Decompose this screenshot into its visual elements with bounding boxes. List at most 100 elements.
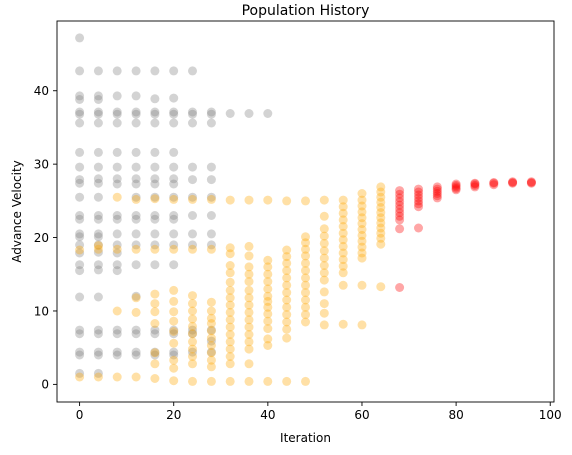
data-point	[112, 109, 122, 119]
data-point	[169, 376, 179, 386]
data-point	[414, 202, 423, 212]
data-point	[357, 189, 367, 198]
data-point	[225, 359, 235, 369]
data-point	[150, 307, 160, 317]
data-point	[112, 266, 122, 276]
data-point	[395, 211, 405, 221]
data-point	[263, 277, 273, 287]
data-point	[150, 162, 160, 172]
data-point	[376, 228, 386, 238]
data-point	[150, 359, 160, 369]
data-point	[188, 66, 197, 76]
data-point	[206, 336, 216, 346]
x-tick-label: 100	[539, 408, 562, 422]
data-point	[319, 320, 329, 330]
data-point	[188, 325, 197, 335]
data-point	[206, 229, 216, 239]
data-point	[244, 322, 254, 332]
data-point	[112, 260, 122, 270]
data-point	[432, 189, 442, 198]
data-point	[395, 200, 405, 210]
data-point	[338, 235, 348, 245]
data-point	[150, 147, 160, 157]
data-point	[263, 262, 273, 272]
data-point	[93, 265, 103, 275]
data-point	[150, 299, 160, 309]
data-point	[338, 208, 348, 218]
data-point	[150, 260, 160, 270]
data-point	[75, 33, 85, 43]
data-point	[169, 66, 179, 76]
data-point	[206, 175, 216, 185]
data-point	[93, 214, 103, 224]
data-point	[75, 329, 85, 339]
data-point	[93, 240, 103, 250]
data-point	[376, 182, 386, 192]
data-point	[150, 229, 160, 239]
data-point	[244, 241, 254, 251]
data-point	[263, 341, 273, 350]
data-point	[451, 179, 461, 189]
data-point	[282, 245, 292, 255]
data-point	[263, 109, 273, 118]
data-point	[188, 321, 197, 331]
data-point	[112, 66, 122, 76]
data-point	[470, 178, 480, 188]
data-point	[188, 229, 197, 239]
data-point	[75, 248, 85, 258]
x-tick-label: 60	[354, 408, 369, 422]
data-point	[414, 187, 423, 197]
data-point	[357, 201, 367, 211]
data-point	[376, 208, 386, 218]
data-point	[319, 195, 329, 205]
data-point	[112, 118, 122, 128]
data-point	[75, 162, 85, 172]
data-point	[169, 307, 179, 317]
data-point	[112, 211, 122, 220]
data-point	[301, 302, 310, 312]
data-point	[395, 283, 405, 292]
data-point	[150, 118, 160, 128]
data-point	[319, 308, 329, 318]
data-point	[357, 236, 367, 246]
data-point	[93, 109, 103, 119]
data-point	[338, 202, 348, 212]
data-point	[169, 179, 179, 189]
data-point	[357, 225, 367, 234]
data-point	[206, 325, 216, 335]
y-tick-label: 10	[34, 304, 49, 318]
data-point	[131, 118, 141, 128]
data-point	[301, 376, 310, 386]
data-point	[131, 107, 141, 117]
data-point	[112, 329, 122, 339]
data-point	[395, 215, 405, 225]
data-point	[357, 320, 367, 330]
data-point	[263, 334, 273, 344]
data-point	[169, 244, 179, 254]
data-point	[319, 299, 329, 309]
x-tick-label: 80	[448, 408, 463, 422]
data-point	[225, 285, 235, 295]
data-point	[150, 107, 160, 117]
x-axis-ticks: 0 20 40 60 80 100	[76, 402, 562, 422]
data-point	[169, 162, 179, 172]
data-point	[244, 293, 254, 303]
data-point	[206, 348, 216, 358]
data-point	[206, 319, 216, 328]
data-point	[188, 211, 197, 220]
data-point	[112, 174, 122, 184]
data-point	[169, 338, 179, 348]
data-point	[131, 307, 141, 317]
data-point	[338, 280, 348, 290]
data-point	[376, 187, 386, 197]
data-point	[225, 293, 235, 303]
data-point	[112, 147, 122, 157]
data-point	[263, 316, 273, 326]
data-point	[75, 91, 85, 101]
data-point	[93, 211, 103, 220]
data-point	[319, 224, 329, 234]
data-point	[93, 350, 103, 360]
data-point	[395, 193, 405, 203]
data-point	[169, 240, 179, 250]
data-point	[244, 344, 254, 354]
